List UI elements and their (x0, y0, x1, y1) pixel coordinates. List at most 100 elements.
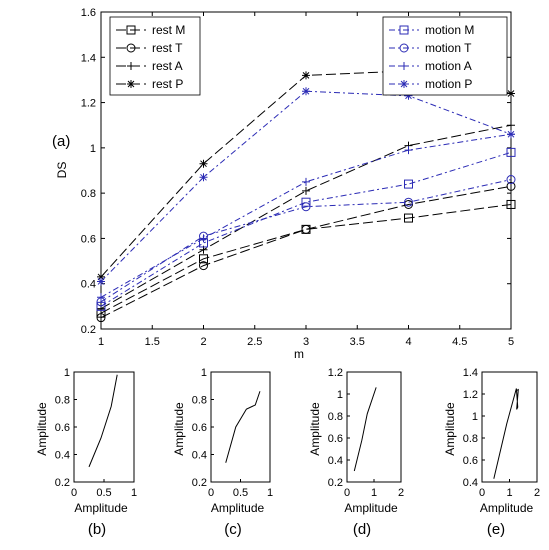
series-line (100, 124, 512, 310)
y-tick-label: 0.4 (192, 450, 207, 462)
y-tick-label: 0.8 (463, 433, 478, 445)
legend-label: motion T (425, 41, 472, 55)
y-tick-label: 0.8 (328, 411, 343, 423)
data-point (301, 224, 311, 234)
data-point (199, 234, 208, 243)
data-point (404, 179, 413, 189)
plot-frame (481, 371, 538, 483)
data-point (302, 87, 310, 96)
legend-rest: rest M rest T rest A rest P (109, 16, 201, 96)
legend-marker (127, 62, 135, 70)
x-axis-label: Amplitude (74, 501, 128, 515)
data-point (507, 130, 515, 139)
y-axis-label: Amplitude (443, 402, 457, 456)
data-point (199, 261, 208, 271)
x-tick-label: 3 (303, 336, 309, 348)
x-tick-label: 0.5 (233, 487, 248, 499)
data-point (506, 147, 516, 157)
x-tick-label: 1 (371, 487, 377, 499)
x-axis-label: Amplitude (211, 501, 265, 515)
series-rest-t (96, 181, 516, 323)
legend-marker (126, 43, 136, 53)
y-tick-label: 1.2 (81, 98, 96, 110)
data-point (404, 197, 413, 207)
legend-marker (126, 25, 136, 35)
data-line (225, 391, 261, 463)
data-point (506, 175, 516, 185)
data-point (199, 159, 208, 168)
legend-marker (400, 80, 408, 88)
data-line (493, 388, 519, 479)
legend-marker (127, 80, 135, 88)
y-tick-label: 1.4 (463, 367, 478, 379)
panel-label: (c) (224, 521, 242, 538)
panel-label: (e) (487, 521, 505, 538)
x-tick-label: 1.5 (145, 336, 160, 348)
y-tick-label: 0.6 (328, 433, 343, 445)
x-tick-label: 4 (405, 336, 411, 348)
data-point (404, 199, 413, 209)
small-chart-d: 0 1 2 0.2 0.4 0.6 0.8 1 1.2 Amplitude Amplitude (d) (308, 367, 404, 538)
legend-label: rest M (152, 23, 185, 37)
y-tick-label: 0.8 (55, 395, 70, 407)
plot-frame (210, 371, 271, 483)
main-chart: 1 1.5 2 2.5 3 3.5 4 4.5 50.20.40.60.811.21.41.6 … (52, 7, 516, 361)
x-tick-label: 0 (479, 487, 485, 499)
x-tick-label: 4.5 (452, 336, 467, 348)
x-tick-label: 2.5 (247, 336, 262, 348)
x-axis-label: m (294, 347, 304, 361)
legend-marker (399, 43, 409, 53)
series-line (100, 151, 512, 307)
x-axis-label: Amplitude (344, 501, 398, 515)
y-tick-label: 0.4 (463, 477, 478, 489)
data-point (506, 181, 516, 191)
data-point (96, 313, 106, 323)
panel-label: (b) (88, 521, 106, 538)
series-motion-m (96, 147, 516, 311)
plot-frame (346, 371, 402, 483)
y-axis-label: Amplitude (35, 402, 49, 456)
y-tick-label: 0.2 (55, 477, 70, 489)
data-point (404, 146, 413, 155)
data-point (302, 71, 310, 80)
x-tick-label: 1 (506, 487, 512, 499)
x-tick-label: 0 (344, 487, 350, 499)
x-tick-label: 1 (131, 487, 137, 499)
data-point (97, 293, 105, 302)
data-point (199, 254, 208, 264)
x-tick-label: 3.5 (350, 336, 365, 348)
data-point (301, 197, 311, 207)
x-tick-label: 0 (208, 487, 214, 499)
y-tick-label: 0.2 (328, 477, 343, 489)
panel-label: (d) (353, 521, 371, 538)
legend-label: motion P (425, 77, 472, 91)
series-line (100, 179, 512, 303)
y-tick-label: 0.6 (192, 422, 207, 434)
x-tick-label: 0 (71, 487, 77, 499)
y-tick-label: 0.8 (81, 188, 96, 200)
y-tick-label: 1.6 (81, 7, 96, 19)
x-tick-label: 2 (534, 487, 540, 499)
x-tick-label: 5 (508, 336, 514, 348)
x-axis-label: Amplitude (480, 501, 534, 515)
y-tick-label: 1.2 (463, 389, 478, 401)
y-tick-label: 0.4 (328, 455, 343, 467)
x-tick-label: 1 (267, 487, 273, 499)
y-tick-label: 0.6 (55, 422, 70, 434)
series-line (100, 185, 512, 319)
y-tick-label: 0.6 (463, 455, 478, 467)
y-tick-label: 0.6 (81, 233, 96, 245)
data-point (404, 213, 413, 223)
y-axis-label: DS (55, 162, 69, 179)
series-line (100, 203, 512, 314)
legend-motion: motion M motion T motion A motion P (382, 16, 508, 96)
data-point (97, 277, 105, 286)
data-line (353, 387, 377, 472)
x-tick-label: 0.5 (96, 487, 111, 499)
panel-label-a: (a) (52, 133, 70, 150)
y-tick-label: 1 (472, 411, 478, 423)
legend-marker (400, 62, 408, 70)
legend-label: motion A (425, 59, 472, 73)
data-point (302, 186, 310, 195)
